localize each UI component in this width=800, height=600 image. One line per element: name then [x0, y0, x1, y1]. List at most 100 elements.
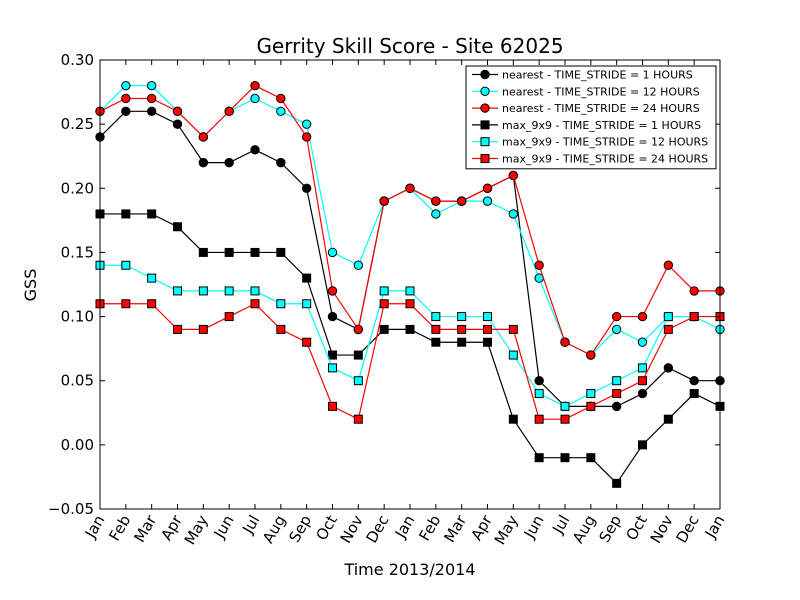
series-5-point-12 [405, 299, 415, 309]
series-4-point-22 [663, 312, 673, 322]
x-tick-label-11: Dec [363, 512, 393, 546]
x-tick-label-12: Jan [391, 512, 419, 542]
series-5-point-18 [560, 414, 570, 424]
legend-marker-5 [480, 154, 490, 163]
x-tick-label-1: Feb [105, 512, 134, 544]
x-tick-label-5: Jun [210, 512, 238, 542]
series-1-point-6 [250, 93, 260, 104]
y-tick-label-7: 0.30 [61, 51, 94, 69]
series-4-point-3 [173, 286, 182, 296]
y-axis-label: GSS [21, 269, 40, 302]
series-3-point-13 [431, 337, 441, 347]
series-2-point-1 [121, 93, 131, 104]
y-tick-label-5: 0.20 [61, 179, 94, 197]
series-0-point-4 [198, 157, 209, 168]
legend-marker-4 [480, 137, 490, 147]
series-4-point-12 [405, 286, 415, 296]
series-0-point-1 [121, 106, 131, 117]
series-5-point-14 [457, 324, 467, 334]
series-3-point-6 [250, 247, 260, 257]
series-4-point-20 [612, 376, 622, 386]
legend-label-2: nearest - TIME_STRIDE = 24 HOURS [502, 102, 700, 115]
series-2-point-3 [172, 106, 183, 117]
series-5-point-17 [534, 414, 544, 424]
series-5-point-6 [250, 299, 260, 309]
legend-box [465, 65, 717, 170]
legend-label-0: nearest - TIME_STRIDE = 1 HOURS [502, 69, 693, 82]
series-2-point-13 [431, 196, 441, 206]
series-0-point-8 [301, 183, 312, 193]
series-1-point-8 [301, 119, 312, 129]
series-3-point-10 [353, 350, 363, 360]
y-tick-label-6: 0.25 [61, 115, 94, 133]
x-tick-label-22: Nov [647, 512, 677, 546]
series-2-point-22 [663, 260, 674, 270]
x-tick-label-2: Mar [130, 511, 160, 545]
y-tick-label-3: 0.10 [61, 308, 94, 326]
x-tick-label-21: Oct [622, 512, 651, 544]
series-5-point-5 [224, 312, 234, 322]
series-4-point-8 [302, 299, 312, 309]
legend-marker-3 [480, 120, 490, 130]
series-2-point-4 [198, 132, 209, 142]
series-2-point-18 [560, 337, 570, 347]
series-5-point-10 [353, 414, 363, 424]
series-5-point-21 [638, 376, 647, 386]
series-1-point-15 [482, 196, 493, 206]
series-3-point-23 [689, 389, 699, 399]
series-3-point-11 [379, 324, 389, 334]
x-tick-label-4: May [181, 512, 212, 548]
legend-marker-1 [480, 86, 490, 97]
x-axis-label: Time 2013/2014 [343, 560, 475, 579]
series-2-point-6 [250, 80, 260, 91]
series-0-point-23 [689, 376, 699, 386]
series-5-point-13 [431, 324, 441, 334]
series-5-point-16 [508, 324, 518, 334]
y-tick-label-1: 0.00 [61, 436, 94, 454]
series-4-point-15 [483, 312, 492, 322]
series-2-point-19 [586, 350, 596, 360]
x-tick-label-6: Jul [238, 512, 263, 538]
series-5-point-8 [302, 337, 312, 347]
x-tick-label-18: Jul [548, 512, 573, 538]
series-5-point-11 [379, 299, 389, 309]
series-0-point-3 [172, 119, 183, 129]
series-2-point-9 [327, 286, 338, 296]
legend-label-5: max_9x9 - TIME_STRIDE = 24 HOURS [502, 153, 708, 166]
series-5-point-19 [586, 401, 596, 411]
series-2-point-2 [146, 93, 157, 104]
series-2-point-7 [276, 93, 286, 104]
x-tick-label-16: May [491, 512, 522, 548]
y-tick-label-0: −0.05 [48, 500, 94, 518]
series-3-point-7 [276, 247, 286, 257]
series-1-point-20 [611, 324, 622, 335]
series-4-point-1 [121, 260, 131, 270]
series-1-point-7 [276, 106, 286, 117]
series-4-point-11 [379, 286, 389, 296]
series-1-point-2 [146, 80, 157, 91]
series-0-point-21 [637, 388, 648, 399]
series-0-point-20 [611, 401, 622, 412]
y-tick-label-2: 0.05 [61, 372, 94, 390]
series-0-point-7 [276, 157, 286, 168]
x-tick-label-17: Jun [520, 512, 548, 542]
series-3-point-21 [638, 440, 647, 450]
series-2-point-12 [405, 183, 415, 193]
series-0-point-22 [663, 363, 674, 373]
series-5-point-9 [328, 401, 337, 411]
series-3-point-9 [328, 350, 337, 360]
series-1-point-21 [637, 337, 648, 347]
series-3-point-12 [405, 324, 415, 334]
legend: nearest - TIME_STRIDE = 1 HOURS nearest -… [465, 65, 717, 170]
x-tick-label-24: Jan [701, 512, 729, 542]
series-2-point-17 [534, 260, 544, 270]
series-4-point-13 [431, 312, 441, 322]
series-4-point-19 [586, 389, 596, 399]
series-4-point-10 [353, 376, 363, 386]
series-3-point-15 [483, 337, 492, 347]
series-4-point-4 [198, 286, 208, 296]
series-2-point-16 [508, 170, 519, 181]
series-5-point-2 [147, 299, 157, 309]
series-5-point-20 [612, 389, 622, 399]
